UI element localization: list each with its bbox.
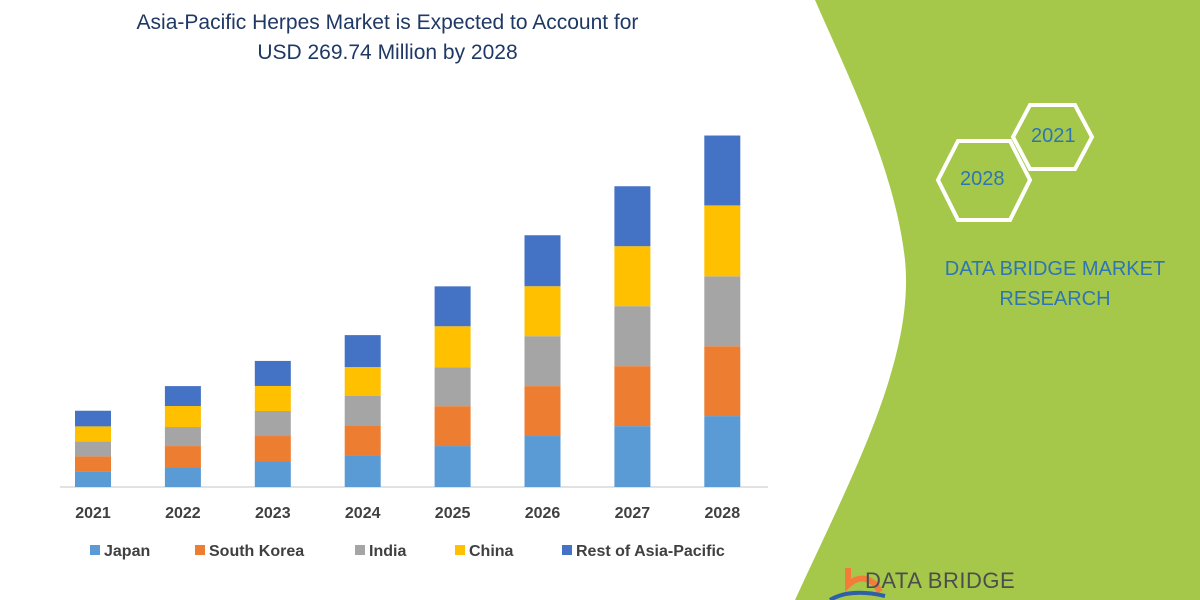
bar-segment-china-2022 [164,406,201,428]
bar-segment-india-2023 [254,410,291,437]
bar-segment-south-korea-2027 [614,366,651,427]
legend-swatch [455,545,465,555]
bar-segment-rest-of-asia-pacific-2021 [75,410,111,427]
bar-segment-india-2026 [524,336,561,387]
brand-line-1: DATA BRIDGE MARKET [944,258,1166,280]
hex-year-2028: 2028 [960,168,1005,190]
x-tick-label: 2025 [435,505,471,522]
bar-segment-china-2021 [75,426,111,442]
logo-mark [845,568,883,594]
bar-segment-rest-of-asia-pacific-2026 [524,235,561,287]
x-tick-label: 2027 [615,505,651,522]
x-tick-label: 2024 [345,505,381,522]
bar-segment-china-2024 [344,367,381,397]
chart-title-line-2: USD 269.74 Million by 2028 [257,41,518,64]
x-tick-label: 2028 [705,505,741,522]
brand-name: DATA BRIDGE MARKET RESEARCH [920,254,1190,314]
x-tick-label: 2026 [525,505,561,522]
bar-segment-japan-2027 [614,426,651,487]
logo-text: DATA BRIDGE [865,568,1016,593]
x-tick-label: 2022 [165,505,201,522]
bar-segment-rest-of-asia-pacific-2027 [614,186,651,247]
bar-segment-japan-2024 [344,455,381,487]
hexagon-2028 [935,139,1033,222]
bar-segment-india-2025 [434,367,471,407]
bar-segment-india-2021 [75,441,111,457]
legend-swatch [195,545,205,555]
bar-segment-india-2027 [614,306,651,367]
legend-swatch [562,545,572,555]
legend-label: India [369,543,406,560]
bar-segment-south-korea-2025 [434,406,471,447]
bar-segment-china-2023 [254,385,291,411]
legend-swatch [355,545,365,555]
x-tick-label: 2023 [255,505,291,522]
bar-segment-south-korea-2023 [254,436,291,462]
stacked-bar-chart: 2021 2022 2023 2024 2025 2026 2027 2028 Japan Sou… [60,135,768,560]
bar-segment-india-2022 [164,427,201,447]
hexagon-2021 [1010,103,1095,171]
bar-segment-rest-of-asia-pacific-2025 [434,286,471,327]
bar-segment-china-2026 [524,286,561,337]
legend-label: South Korea [209,543,304,560]
bar-segment-rest-of-asia-pacific-2024 [344,335,381,368]
legend-label: Japan [104,543,150,560]
bar-segment-south-korea-2028 [704,346,741,417]
bar-segment-japan-2023 [254,461,291,487]
brand-line-2: RESEARCH [999,288,1111,310]
chart-title-line-1: Asia-Pacific Herpes Market is Expected t… [136,11,639,34]
bar-segment-south-korea-2021 [75,456,111,472]
bar-segment-japan-2025 [434,446,471,487]
bar-segment-south-korea-2022 [164,446,201,468]
bar-segment-china-2028 [704,205,741,277]
bar-segment-rest-of-asia-pacific-2022 [164,386,201,407]
bar-segment-japan-2021 [75,471,111,487]
green-side-panel [795,0,1200,600]
legend-label: Rest of Asia-Pacific [576,543,725,560]
bar-segment-japan-2028 [704,416,741,487]
legend-label: China [469,543,514,560]
bar-segment-india-2024 [344,396,381,426]
logo-swoosh [828,590,886,600]
bar-segment-india-2028 [704,276,741,347]
bar-segment-china-2027 [614,246,651,307]
bar-segment-rest-of-asia-pacific-2028 [704,135,741,206]
bar-segment-south-korea-2024 [344,425,381,456]
x-tick-label: 2021 [75,505,111,522]
bar-segment-japan-2026 [524,436,561,487]
bar-segment-rest-of-asia-pacific-2023 [254,360,291,386]
legend-swatch [90,545,100,555]
bar-segment-south-korea-2026 [524,386,561,437]
bar-segment-japan-2022 [164,467,201,487]
bar-segment-china-2025 [434,326,471,368]
hex-year-2021: 2021 [1031,125,1076,147]
